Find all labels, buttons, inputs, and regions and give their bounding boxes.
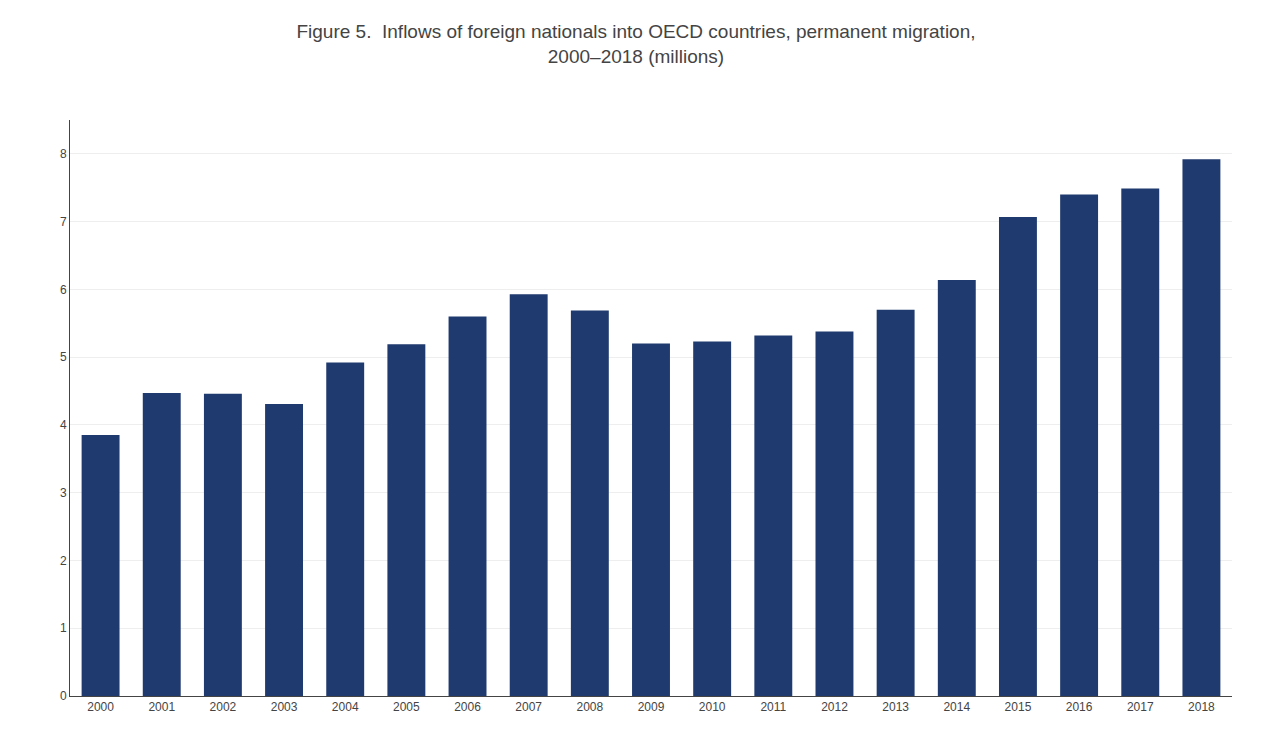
svg-text:5: 5 [60,350,67,364]
svg-text:Figure 5. Inflows of foreign: Figure 5. Inflows of foreign nationals i… [296,21,975,67]
svg-text:2010: 2010 [699,700,726,714]
svg-text:2012: 2012 [821,700,848,714]
svg-text:2006: 2006 [454,700,481,714]
svg-text:2000: 2000 [87,700,114,714]
svg-text:2004: 2004 [332,700,359,714]
svg-text:2014: 2014 [943,700,970,714]
svg-text:7: 7 [60,215,67,229]
svg-text:2003: 2003 [271,700,298,714]
svg-text:2017: 2017 [1127,700,1154,714]
svg-text:2: 2 [60,554,67,568]
svg-text:2002: 2002 [210,700,237,714]
svg-text:0: 0 [60,689,67,703]
svg-text:2018: 2018 [1188,700,1215,714]
svg-text:6: 6 [60,283,67,297]
svg-text:2008: 2008 [576,700,603,714]
svg-text:2015: 2015 [1005,700,1032,714]
svg-text:2016: 2016 [1066,700,1093,714]
svg-text:2001: 2001 [148,700,175,714]
svg-text:2009: 2009 [638,700,665,714]
svg-text:8: 8 [60,147,67,161]
svg-text:4: 4 [60,418,67,432]
svg-text:3: 3 [60,486,67,500]
svg-text:2013: 2013 [882,700,909,714]
svg-text:2005: 2005 [393,700,420,714]
svg-text:2007: 2007 [515,700,542,714]
svg-text:1: 1 [60,621,67,635]
svg-text:2011: 2011 [760,700,786,714]
